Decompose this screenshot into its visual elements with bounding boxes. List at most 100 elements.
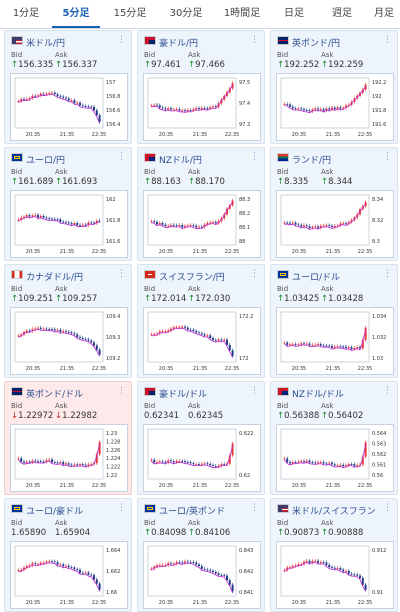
pin-icon[interactable]: ⋮ xyxy=(383,386,392,396)
candle-body xyxy=(65,565,67,567)
candle-body xyxy=(23,461,25,463)
pin-icon[interactable]: ⋮ xyxy=(250,503,259,513)
candle-body xyxy=(172,461,175,463)
rate-card[interactable]: スイスフラン/円 ⋮ Bid Ask ↑172.014 ↑172.030 172.2 172 2… xyxy=(137,264,265,378)
pair-title[interactable]: ユーロ/英ポンド xyxy=(144,504,225,518)
price-chart[interactable]: 109.4 109.3 109.2 20:35 21:35 22:35 xyxy=(10,307,128,375)
pin-icon[interactable]: ⋮ xyxy=(383,269,392,279)
price-chart[interactable]: 162 161.8 161.6 20:35 21:35 22:35 xyxy=(10,190,128,258)
candle-body xyxy=(347,570,350,574)
candle-body xyxy=(17,101,20,103)
candle-body xyxy=(51,329,53,330)
bid-price: 1.65890 xyxy=(11,528,47,538)
rate-card[interactable]: ユーロ/英ポンド ⋮ Bid Ask ↑0.84098 ↑0.84106 0.843 0.84… xyxy=(137,498,265,612)
price-chart[interactable]: 0.622 0.62 20:35 21:35 22:35 xyxy=(143,424,261,492)
pin-icon[interactable]: ⋮ xyxy=(383,503,392,513)
pair-title[interactable]: ランド/円 xyxy=(277,153,331,167)
candle-body xyxy=(95,345,98,350)
tab-8[interactable]: 月足 xyxy=(374,8,394,19)
pair-title[interactable]: 英ポンド/円 xyxy=(277,36,340,50)
pair-title[interactable]: 豪ドル/円 xyxy=(144,36,198,50)
tab-3[interactable]: 15分足 xyxy=(113,8,147,19)
rate-card[interactable]: 豪ドル/円 ⋮ Bid Ask ↑97.461 ↑97.466 97.5 97.4 97.3 20… xyxy=(137,30,265,144)
candle-body xyxy=(98,442,101,455)
pair-title[interactable]: ユーロ/円 xyxy=(11,153,65,167)
pair-title[interactable]: 豪ドル/ドル xyxy=(144,387,207,401)
price-chart[interactable]: 0.912 0.91 20:35 21:35 22:35 xyxy=(276,541,394,609)
candle-body xyxy=(303,343,305,345)
rate-card[interactable]: ユーロ/ドル ⋮ Bid Ask ↑1.03425 ↑1.03428 1.034 1.032 1… xyxy=(270,264,398,378)
candle-body xyxy=(172,563,175,565)
candle-body xyxy=(42,562,45,564)
pin-icon[interactable]: ⋮ xyxy=(117,503,126,513)
candle-body xyxy=(303,461,305,462)
y-tick-label: 1.226 xyxy=(106,448,120,454)
rate-card[interactable]: 豪ドル/ドル ⋮ Bid Ask 0.62341 0.62345 0.622 0.62 20:3… xyxy=(137,381,265,495)
candle-body xyxy=(200,463,203,465)
tab-6[interactable]: 日足 xyxy=(284,8,304,19)
candle-body xyxy=(359,346,361,349)
pin-icon[interactable]: ⋮ xyxy=(117,152,126,162)
rate-card[interactable]: カナダドル/円 ⋮ Bid Ask ↑109.251 ↑109.257 109.4 109.3… xyxy=(4,264,132,378)
price-chart[interactable]: 1.034 1.032 1.03 20:35 21:35 22:35 xyxy=(276,307,394,375)
pin-icon[interactable]: ⋮ xyxy=(117,386,126,396)
rate-card[interactable]: ユーロ/円 ⋮ Bid Ask ↑161.689 ↑161.693 162 161.8 161.… xyxy=(4,147,132,261)
pair-title[interactable]: ユーロ/ドル xyxy=(277,270,340,284)
y-tick-label: 97.4 xyxy=(239,101,250,107)
candle-body xyxy=(209,107,212,109)
price-chart[interactable]: 88.3 88.2 88.1 88 20:35 21:35 22:35 xyxy=(143,190,261,258)
candle-body xyxy=(53,561,56,563)
pair-title[interactable]: 米ドル/スイスフラン xyxy=(277,504,376,518)
rate-card[interactable]: 英ポンド/ドル ⋮ Bid Ask ↓1.22972 ↓1.22982 1.23 1.228 1… xyxy=(4,381,132,495)
rate-card[interactable]: ユーロ/豪ドル ⋮ Bid Ask 1.65890 1.65904 1.664 1.662 1.… xyxy=(4,498,132,612)
price-chart[interactable]: 97.5 97.4 97.3 20:35 21:35 22:35 xyxy=(143,73,261,141)
candle-body xyxy=(189,329,192,331)
pin-icon[interactable]: ⋮ xyxy=(250,35,259,45)
candle-body xyxy=(76,464,79,466)
candle-body xyxy=(300,343,303,345)
pin-icon[interactable]: ⋮ xyxy=(250,269,259,279)
rate-card[interactable]: NZドル/ドル ⋮ Bid Ask ↑0.56388 ↑0.56402 0.564 0.563… xyxy=(270,381,398,495)
tab-1[interactable]: 1分足 xyxy=(12,8,40,19)
rate-card[interactable]: 米ドル/円 ⋮ Bid Ask ↑156.335 ↑156.337 157 156.8 156.… xyxy=(4,30,132,144)
price-chart[interactable]: 0.843 0.842 0.841 20:35 21:35 22:35 xyxy=(143,541,261,609)
tab-2[interactable]: 5分足 xyxy=(52,0,100,28)
pair-title[interactable]: 米ドル/円 xyxy=(11,36,65,50)
price-chart[interactable]: 157 156.8 156.6 156.4 20:35 21:35 22:35 xyxy=(10,73,128,141)
price-chart[interactable]: 172.2 172 20:35 21:35 22:35 xyxy=(143,307,261,375)
candlestick-chart: 8.34 8.32 8.3 20:35 21:35 22:35 xyxy=(280,194,383,255)
pin-icon[interactable]: ⋮ xyxy=(117,35,126,45)
pin-icon[interactable]: ⋮ xyxy=(250,386,259,396)
rate-card[interactable]: NZドル/円 ⋮ Bid Ask ↑88.163 ↑88.170 88.3 88.2 88.1 8… xyxy=(137,147,265,261)
pin-icon[interactable]: ⋮ xyxy=(383,152,392,162)
price-chart[interactable]: 8.34 8.32 8.3 20:35 21:35 22:35 xyxy=(276,190,394,258)
x-tick-label: 20:35 xyxy=(159,483,173,489)
candle-body xyxy=(39,562,42,565)
candle-body xyxy=(161,461,164,463)
pair-title[interactable]: スイスフラン/円 xyxy=(144,270,225,284)
candle-body xyxy=(291,106,294,109)
tab-5[interactable]: 1時間足 xyxy=(223,8,261,19)
rate-card[interactable]: 米ドル/スイスフラン ⋮ Bid Ask ↑0.90873 ↑0.90888 0.912 0.… xyxy=(270,498,398,612)
y-tick-label: 0.56 xyxy=(372,473,383,479)
rate-card[interactable]: ランド/円 ⋮ Bid Ask ↑8.335 ↑8.344 8.34 8.32 8.3 20:35… xyxy=(270,147,398,261)
rate-card[interactable]: 英ポンド/円 ⋮ Bid Ask ↑192.252 ↑192.259 192.2 192 191… xyxy=(270,30,398,144)
price-chart[interactable]: 1.664 1.662 1.66 20:35 21:35 22:35 xyxy=(10,541,128,609)
pair-title[interactable]: ユーロ/豪ドル xyxy=(11,504,83,518)
pair-title[interactable]: NZドル/円 xyxy=(144,153,202,167)
tab-7[interactable]: 週足 xyxy=(332,8,352,19)
ask-value: ↑109.257 xyxy=(55,294,97,304)
price-chart[interactable]: 192.2 192 191.8 191.6 20:35 21:35 22:35 xyxy=(276,73,394,141)
pin-icon[interactable]: ⋮ xyxy=(117,269,126,279)
pair-title[interactable]: カナダドル/円 xyxy=(11,270,83,284)
pair-title[interactable]: NZドル/ドル xyxy=(277,387,344,401)
bid-value: ↑109.251 xyxy=(11,294,53,304)
price-chart[interactable]: 1.23 1.228 1.226 1.224 1.222 1.22 20:35 21:35 22… xyxy=(10,424,128,492)
pin-icon[interactable]: ⋮ xyxy=(250,152,259,162)
y-tick-label: 88.1 xyxy=(239,225,250,231)
candle-body xyxy=(286,104,289,105)
pair-title[interactable]: 英ポンド/ドル xyxy=(11,387,83,401)
pin-icon[interactable]: ⋮ xyxy=(383,35,392,45)
tab-4[interactable]: 30分足 xyxy=(169,8,203,19)
price-chart[interactable]: 0.564 0.563 0.562 0.561 0.56 20:35 21:35 22:35 xyxy=(276,424,394,492)
